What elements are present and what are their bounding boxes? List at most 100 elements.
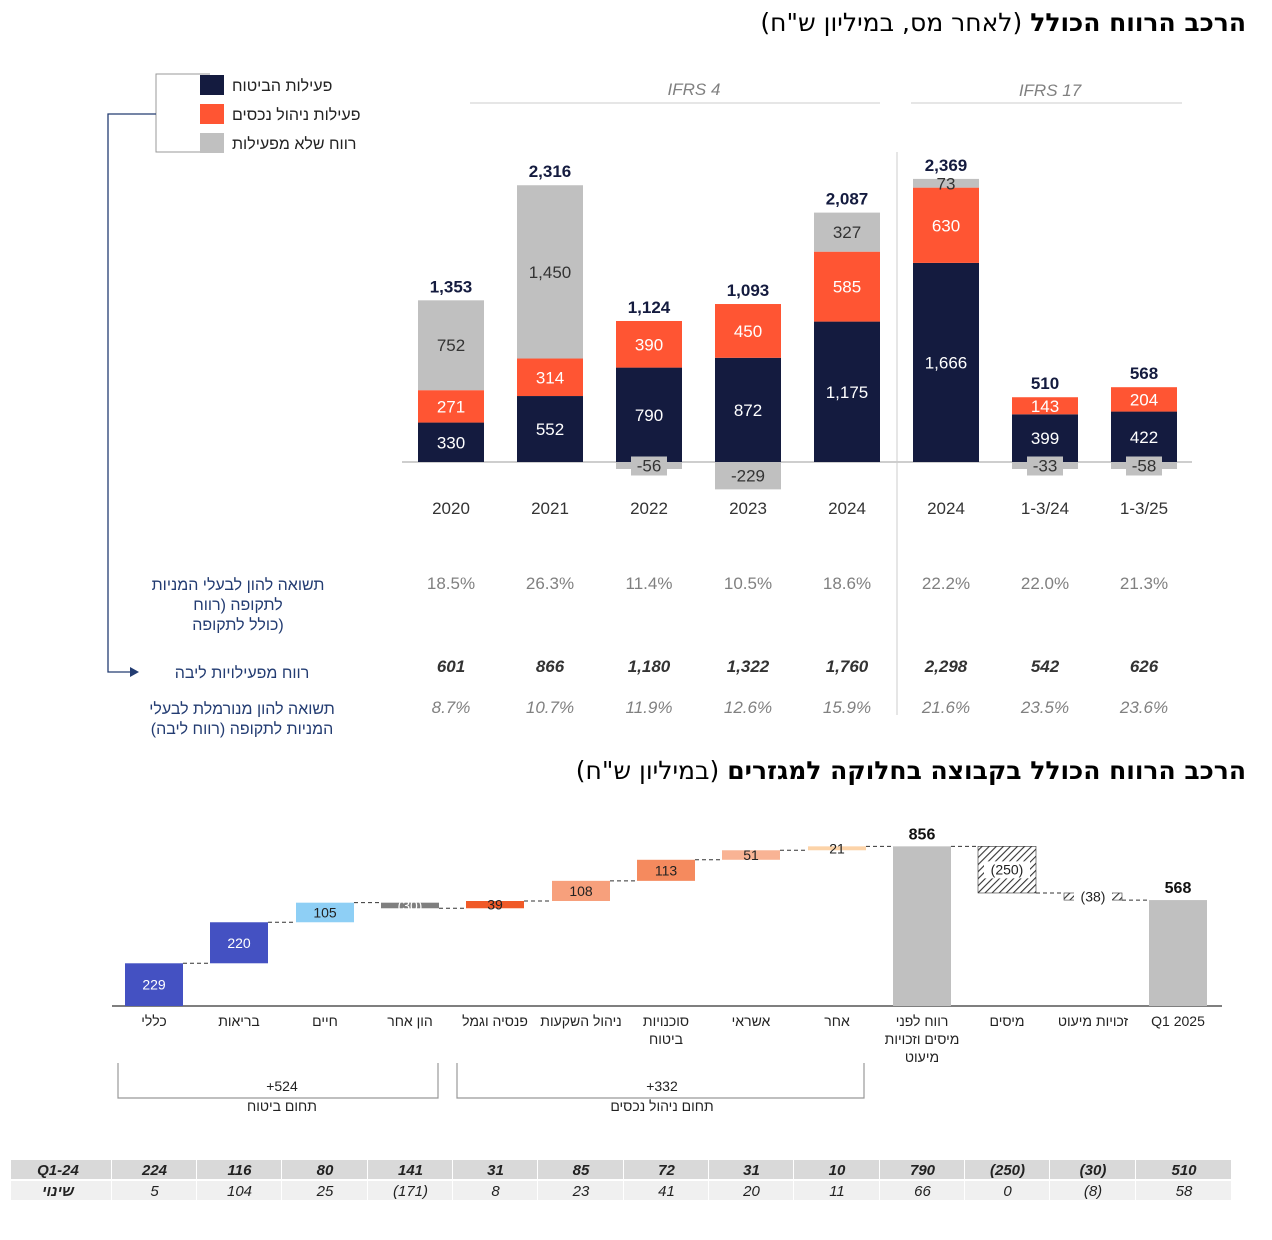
row-2-value-6: 23.5% [1020,698,1069,717]
table-cell-bg-0-9 [794,1160,879,1179]
bar-total-label-3: 1,093 [727,281,770,300]
row-1-value-5: 2,298 [924,657,968,676]
row-1-value-3: 1,322 [727,657,770,676]
waterfall-value-2: 105 [313,904,337,920]
bar-seg-0-6 [1012,414,1078,462]
bar-label-bg-3 [725,466,771,486]
table-cell-0-4: 31 [487,1162,504,1179]
bar-label-1-2: 390 [635,335,663,354]
waterfall-category-7: אשראי [732,1013,771,1029]
waterfall-value-1: 220 [227,935,251,951]
row-0-value-7: 21.3% [1120,574,1168,593]
table-cell-1-11: (8) [1084,1183,1102,1200]
bar-label-0-2: 790 [635,406,663,425]
waterfall-label-bg-10 [984,861,1030,879]
row-1-value-0: 601 [437,657,465,676]
row-0-value-4: 18.6% [823,574,871,593]
bar-label-2-3: -229 [731,467,765,486]
table-cell-bg-0-12 [1050,1160,1135,1179]
row-2-value-2: 11.9% [626,698,673,717]
chart-title-top-bold: הרכב הרווח הכולל [1030,8,1246,37]
chart-title-bottom: הרכב הרווח הכולל בקבוצה בחלוקה למגזרים (… [576,756,1246,785]
bar-label-bg-6 [1027,456,1063,476]
waterfall-bar-8 [808,846,866,851]
x-tick-label-6: 1-3/24 [1021,499,1069,518]
segment-bracket-value-0: +524 [266,1078,298,1094]
bar-seg-1-1 [517,358,583,397]
waterfall-category-11-line-0: זכויות מיעוט [1058,1013,1129,1029]
table-cell-bg-1-0 [11,1181,111,1200]
waterfall-value-12: 568 [1165,880,1192,897]
waterfall-category-0: כללי [141,1013,166,1029]
bar-label-2-6: -33 [1033,457,1058,476]
bar-seg-2-4 [814,212,880,252]
table-cell-0-11: (30) [1080,1162,1107,1179]
waterfall-value-11: (38) [1081,889,1106,905]
row-0-value-0: 18.5% [427,574,475,593]
waterfall-value-0: 229 [142,977,166,993]
table-cell-0-2: 80 [317,1162,334,1179]
row-0-value-1: 26.3% [526,574,574,593]
table-cell-bg-1-6 [538,1181,623,1200]
segment-bracket-0 [117,1063,439,1099]
bar-seg-0-4 [814,321,880,462]
waterfall-category-1: בריאות [218,1013,260,1029]
table-cell-0-8: 10 [829,1162,846,1179]
table-cell-0-6: 72 [658,1162,675,1179]
bar-seg-0-5 [913,262,979,462]
bar-label-0-5: 1,666 [925,353,968,372]
bar-label-2-4: 327 [833,223,861,242]
row-1-value-6: 542 [1031,657,1060,676]
waterfall-value-4: 39 [487,897,503,913]
bar-seg-0-7 [1111,411,1177,462]
waterfall-bar-0 [125,963,183,1006]
bar-label-0-0: 330 [437,433,465,452]
table-cell-bg-1-5 [453,1181,537,1200]
table-cell-0-9: 790 [910,1162,936,1179]
table-cell-bg-1-10 [880,1181,964,1200]
waterfall-category-1-line-0: בריאות [218,1013,260,1029]
waterfall-bar-3 [381,902,439,909]
table-cell-bg-0-6 [538,1160,623,1179]
bar-label-1-3: 450 [734,322,762,341]
table-cell-1-8: 11 [829,1183,845,1200]
waterfall-value-7: 51 [743,847,759,863]
bar-label-1-1: 314 [536,368,564,387]
bar-total-label-7: 568 [1130,364,1158,383]
bar-seg-1-0 [418,390,484,423]
table-cell-bg-1-13 [1136,1181,1231,1200]
table-cell-bg-0-3 [282,1160,367,1179]
core-profit-connector [107,113,156,673]
x-tick-label-4: 2024 [828,499,866,518]
row-1-value-2: 1,180 [628,657,671,676]
table-cell-1-2: 25 [316,1183,334,1200]
x-tick-label-1: 2021 [531,499,569,518]
chart-title-bottom-bold: הרכב הרווח הכולל בקבוצה בחלוקה למגזרים [727,756,1246,785]
table-cell-1-6: 41 [658,1183,675,1200]
table-cell-bg-0-4 [368,1160,452,1179]
table-cell-bg-0-2 [197,1160,281,1179]
bar-label-1-6: 143 [1031,397,1059,416]
table-cell-0-1: 116 [228,1162,253,1179]
waterfall-category-7-line-0: אשראי [732,1013,771,1029]
waterfall-category-3: הון אחר [387,1013,433,1029]
segment-bracket-1 [456,1063,865,1099]
legend-bracket [155,73,210,153]
bar-seg-2-0 [418,300,484,391]
bar-seg-1-4 [814,251,880,322]
waterfall-category-4-line-0: פנסיה וגמל [462,1013,528,1029]
chart-title-bottom-units: (במיליון ש"ח) [575,756,720,785]
bar-seg-1-3 [715,304,781,358]
group-label-ifrs4: IFRS 4 [668,80,721,99]
row-0-value-6: 22.0% [1021,574,1069,593]
bar-total-label-2: 1,124 [628,298,671,317]
waterfall-value-6: 113 [655,862,678,878]
row-2-value-5: 21.6% [921,698,970,717]
bar-label-2-5: 73 [937,174,956,193]
bar-label-1-5: 630 [932,216,960,235]
table-cell-bg-1-11 [965,1181,1049,1200]
table-cell-0-0: 224 [141,1162,168,1179]
row-label-normalized-roe-line-0: תשואה להון מנורמלת לבעלי [149,700,335,718]
waterfall-bar-1 [210,922,268,964]
